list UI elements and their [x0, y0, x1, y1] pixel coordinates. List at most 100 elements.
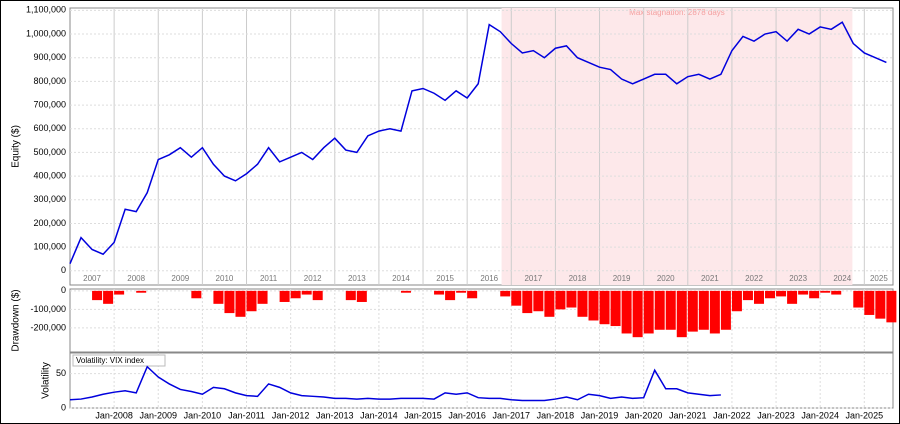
drawdown-bar — [709, 290, 720, 334]
drawdown-bar — [676, 290, 687, 338]
y-tick-label: 50 — [56, 368, 66, 378]
drawdown-bar — [787, 290, 798, 304]
year-label: 2020 — [657, 274, 675, 283]
drawdown-bar — [698, 290, 709, 330]
drawdown-bar — [853, 290, 864, 308]
drawdown-bar — [290, 290, 301, 299]
y-tick-label: 0 — [61, 402, 66, 412]
drawdown-bar — [103, 290, 114, 304]
x-tick-label: Jan-2012 — [272, 410, 310, 420]
drawdown-bar — [136, 290, 147, 293]
year-label: 2015 — [436, 274, 454, 283]
year-label: 2024 — [833, 274, 851, 283]
y-tick-label: 100,000 — [33, 241, 66, 251]
y-tick-label: 1,000,000 — [26, 28, 66, 38]
drawdown-bar — [588, 290, 599, 321]
stagnation-band — [501, 8, 853, 285]
year-label: 2009 — [171, 274, 189, 283]
x-tick-label: Jan-2020 — [625, 410, 663, 420]
y-tick-label: 700,000 — [33, 99, 66, 109]
y-tick-label: 0 — [61, 265, 66, 275]
drawdown-bar — [886, 290, 897, 323]
x-tick-label: Jan-2023 — [757, 410, 795, 420]
drawdown-bar — [720, 290, 731, 330]
year-label: 2025 — [870, 274, 888, 283]
x-tick-label: Jan-2008 — [95, 410, 133, 420]
drawdown-bar — [643, 290, 654, 334]
drawdown-bar — [345, 290, 356, 301]
legend-box — [72, 354, 166, 367]
drawdown-bar — [654, 290, 665, 330]
y-axis-label: Equity ($) — [11, 125, 22, 168]
x-tick-label: Jan-2017 — [493, 410, 531, 420]
drawdown-bar — [257, 290, 268, 304]
drawdown-bar — [224, 290, 235, 314]
y-tick-label: 1,100,000 — [26, 5, 66, 15]
drawdown-bar — [577, 290, 588, 317]
drawdown-bar — [765, 290, 776, 299]
line — [69, 21, 887, 264]
x-tick-label: Jan-2016 — [448, 410, 486, 420]
drawdown-bar — [753, 290, 764, 304]
year-label: 2013 — [348, 274, 366, 283]
legend: Volatility: VIX index — [76, 356, 144, 365]
x-tick-label: Jan-2024 — [801, 410, 839, 420]
y-tick-label: 600,000 — [33, 123, 66, 133]
panel — [69, 288, 894, 353]
year-label: 2018 — [569, 274, 587, 283]
x-tick-label: Jan-2011 — [228, 410, 265, 420]
y-tick-label: 400,000 — [33, 170, 66, 180]
panel — [69, 352, 894, 409]
y-tick-label: -200,000 — [30, 322, 66, 332]
drawdown-bar — [312, 290, 323, 301]
year-label: 2023 — [789, 274, 807, 283]
drawdown-bar — [235, 290, 246, 317]
x-tick-label: Jan-2010 — [184, 410, 222, 420]
drawdown-bar — [445, 290, 456, 301]
drawdown-bar — [599, 290, 610, 325]
y-tick-label: 800,000 — [33, 76, 66, 86]
year-label: 2022 — [745, 274, 763, 283]
drawdown-bar — [544, 290, 555, 317]
y-tick-label: 900,000 — [33, 52, 66, 62]
drawdown-bar — [864, 290, 875, 315]
x-tick-label: Jan-2025 — [846, 410, 884, 420]
year-label: 2010 — [216, 274, 234, 283]
drawdown-bar — [301, 290, 312, 295]
year-label: 2012 — [304, 274, 322, 283]
year-label: 2008 — [127, 274, 145, 283]
year-label: 2011 — [260, 274, 278, 283]
x-tick-label: Jan-2015 — [404, 410, 442, 420]
y-axis-label: Volatility — [41, 362, 52, 399]
drawdown-bar — [246, 290, 257, 312]
drawdown-bar — [621, 290, 632, 334]
drawdown-bar — [114, 290, 125, 295]
drawdown-bar — [798, 290, 809, 295]
drawdown-bar — [665, 290, 676, 330]
drawdown-bar — [191, 290, 202, 299]
year-label: 2017 — [524, 274, 542, 283]
drawdown-bar — [522, 290, 533, 314]
drawdown-bar — [434, 290, 445, 295]
drawdown-bar — [742, 290, 753, 301]
y-tick-label: 300,000 — [33, 194, 66, 204]
y-tick-label: -100,000 — [30, 304, 66, 314]
drawdown-bar — [820, 290, 831, 293]
drawdown-bar — [731, 290, 742, 312]
year-label: 2021 — [701, 274, 719, 283]
drawdown-bar — [875, 290, 886, 319]
drawdown-bar — [400, 290, 411, 293]
y-tick-label: 0 — [61, 285, 66, 295]
drawdown-bar — [456, 290, 467, 293]
drawdown-bar — [533, 290, 544, 312]
year-label: 2019 — [613, 274, 631, 283]
drawdown-bar — [279, 290, 290, 302]
drawdown-bar — [776, 290, 787, 297]
x-tick-label: Jan-2018 — [537, 410, 575, 420]
drawdown-bar — [356, 290, 367, 302]
drawdown-bar — [809, 290, 820, 299]
stagnation-label: Max stagnation: 2878 days — [629, 8, 725, 17]
y-tick-label: 200,000 — [33, 218, 66, 228]
drawdown-bar — [632, 290, 643, 338]
